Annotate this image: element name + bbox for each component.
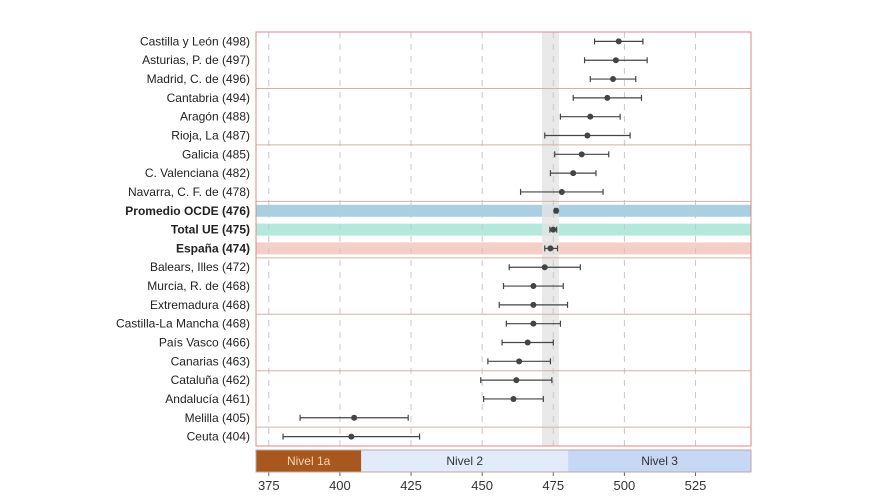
data-point [530,283,537,290]
x-tick-label: 500 [614,478,636,493]
data-point [610,76,617,83]
data-point [524,339,531,346]
level-frame [255,449,752,473]
row-label: Promedio OCDE (476) [125,204,250,218]
data-point [550,226,557,233]
level-band [256,450,362,472]
row-label: Rioja, La (487) [171,129,250,143]
data-point [615,38,622,45]
level-label: Nivel 2 [446,454,483,468]
data-point [578,151,585,158]
data-point [348,433,355,440]
level-band [568,450,751,472]
row-label: Castilla-La Mancha (468) [116,317,250,331]
row-label: Cantabria (494) [167,91,250,105]
row-label: Andalucía (461) [165,392,250,406]
data-point [510,395,517,402]
x-tick-label: 525 [685,478,707,493]
plot-frame [255,31,752,447]
row-label: Canarias (463) [171,354,250,368]
data-point [547,245,554,252]
data-point [351,414,358,421]
row-label: C. Valenciana (482) [145,166,250,180]
data-point [558,188,565,195]
row-label: Ceuta (404) [187,430,250,444]
row-label: Galicia (485) [182,147,250,161]
data-point [516,358,523,365]
row-highlight [256,223,751,236]
data-point [570,170,577,177]
x-tick-label: 375 [258,478,280,493]
row-highlight [256,242,751,255]
row-label: Extremadura (468) [150,298,250,312]
level-label: Nivel 3 [641,454,678,468]
row-label: Balears, Illes (472) [150,260,250,274]
x-tick-label: 450 [471,478,493,493]
row-label: Asturias, P. de (497) [142,53,250,67]
row-label: España (474) [176,241,250,255]
row-label: Total UE (475) [171,223,250,237]
data-point [584,132,591,139]
data-point [553,207,560,214]
level-label: Nivel 1a [287,454,331,468]
row-label: Madrid, C. de (496) [147,72,250,86]
x-tick-label: 475 [542,478,564,493]
row-label: Murcia, R. de (468) [147,279,250,293]
data-point [587,113,594,120]
row-label: Cataluña (462) [171,373,250,387]
row-label: País Vasco (466) [159,336,250,350]
data-point [541,264,548,271]
row-label: Aragón (488) [180,110,250,124]
data-point [612,57,619,64]
data-point [513,377,520,384]
row-label: Castilla y León (498) [140,34,250,48]
x-tick-label: 425 [400,478,422,493]
row-label: Navarra, C. F. de (478) [128,185,250,199]
data-point [530,320,537,327]
data-point [604,94,611,101]
reference-band [541,32,559,446]
row-label: Melilla (405) [185,411,250,425]
x-tick-label: 400 [329,478,351,493]
row-highlight [256,204,751,217]
level-band [361,450,569,472]
data-point [530,301,537,308]
